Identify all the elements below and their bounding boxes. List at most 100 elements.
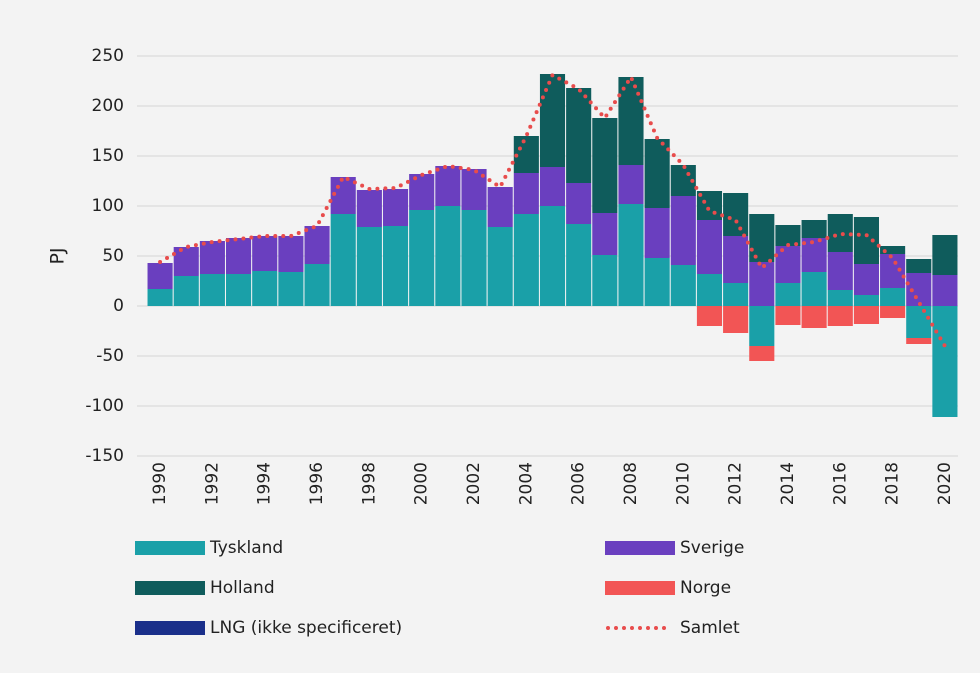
y-axis-label: PJ <box>47 247 69 264</box>
legend-label: Sverige <box>680 538 744 558</box>
x-tick-label: 2018 <box>883 462 903 505</box>
bar-segment <box>801 220 827 238</box>
bar-segment <box>723 306 749 333</box>
bar-segment <box>853 264 879 295</box>
bar-segment <box>775 246 801 283</box>
bar-segment <box>356 190 382 227</box>
bar-segment <box>173 276 199 306</box>
bar-segment <box>880 306 906 318</box>
bar-segment <box>749 346 775 361</box>
bar-segment <box>278 272 304 306</box>
bar-segment <box>749 306 775 346</box>
bar-segment <box>566 183 592 224</box>
bar-segment <box>932 275 958 306</box>
legend-swatch <box>135 581 205 595</box>
bar-segment <box>278 236 304 272</box>
y-tick-label: 150 <box>92 146 124 166</box>
bar-segment <box>147 289 173 306</box>
bar-segment <box>775 306 801 325</box>
bar-segment <box>226 238 252 274</box>
x-tick-label: 1990 <box>150 462 170 505</box>
bar-segment <box>252 236 278 271</box>
legend-label: Tyskland <box>209 538 283 558</box>
x-tick-label: 1994 <box>255 462 275 505</box>
bar-segment <box>539 167 566 206</box>
y-tick-label: 200 <box>92 96 124 116</box>
bar-segment <box>592 213 618 255</box>
bar-segment <box>932 306 958 417</box>
x-tick-label: 2008 <box>621 462 641 505</box>
y-tick-label: 0 <box>113 296 124 316</box>
y-tick-label: -100 <box>85 396 124 416</box>
bar-segment <box>932 235 958 275</box>
bar-segment <box>252 271 278 306</box>
bar-segment <box>644 139 670 208</box>
bar-segment <box>409 174 435 210</box>
bar-segment <box>827 214 853 252</box>
bar-segment <box>382 189 409 226</box>
legend-label: Holland <box>210 578 275 598</box>
bar-segment <box>539 206 566 306</box>
bar-segment <box>304 226 330 264</box>
x-tick-label: 1998 <box>359 462 379 505</box>
bar-segment <box>147 263 173 289</box>
bar-segment <box>513 214 539 306</box>
bar-segment <box>487 187 513 227</box>
legend-swatch <box>605 541 675 555</box>
bar-segment <box>906 306 932 338</box>
bar-segment <box>330 214 356 306</box>
bar-segment <box>696 274 723 306</box>
bar-segment <box>775 225 801 246</box>
bar-segment <box>853 217 879 264</box>
x-tick-label: 2020 <box>935 462 955 505</box>
y-tick-label: 250 <box>92 46 124 66</box>
bar-segment <box>906 259 932 273</box>
bar-segment <box>226 274 252 306</box>
bar-segment <box>723 283 749 306</box>
bar-segment <box>644 258 670 306</box>
bar-segment <box>670 265 696 306</box>
bar-segment <box>827 306 853 326</box>
y-tick-label: 100 <box>92 196 124 216</box>
bar-segment <box>539 74 566 167</box>
y-tick-label: 50 <box>102 246 124 266</box>
bar-segment <box>644 208 670 258</box>
bar-segment <box>749 214 775 262</box>
legend-swatch <box>135 621 205 635</box>
legend-label: LNG (ikke specificeret) <box>210 618 402 638</box>
bar-segment <box>670 196 696 265</box>
total-line <box>158 72 947 348</box>
bar-segment <box>906 338 932 344</box>
bar-segment <box>356 227 382 306</box>
bar-segment <box>566 224 592 306</box>
bar-segment <box>749 262 775 306</box>
legend-swatch <box>605 581 675 595</box>
bar-segment <box>696 220 723 274</box>
legend-label: Norge <box>680 578 731 598</box>
bar-segment <box>199 241 225 274</box>
bar-segment <box>723 236 749 283</box>
bar-segment <box>880 288 906 306</box>
bar-segment <box>566 88 592 183</box>
bar-segment <box>382 226 409 306</box>
x-tick-label: 2000 <box>412 462 432 505</box>
x-tick-label: 1996 <box>307 462 327 505</box>
bar-segment <box>853 306 879 324</box>
x-tick-label: 1992 <box>202 462 222 505</box>
bar-segment <box>513 173 539 214</box>
bar-segment <box>435 166 461 206</box>
bar-segment <box>199 274 225 306</box>
bar-segment <box>880 246 906 254</box>
bar-segment <box>775 283 801 306</box>
legend-swatch <box>135 541 205 555</box>
x-tick-label: 2002 <box>464 462 484 505</box>
bar-segment <box>435 206 461 306</box>
bar-segment <box>304 264 330 306</box>
x-tick-label: 2014 <box>778 462 798 505</box>
x-tick-label: 2016 <box>830 462 850 505</box>
bar-segment <box>696 306 723 326</box>
y-tick-label: -150 <box>85 446 124 466</box>
x-tick-label: 2010 <box>673 462 693 505</box>
bar-segment <box>827 252 853 290</box>
